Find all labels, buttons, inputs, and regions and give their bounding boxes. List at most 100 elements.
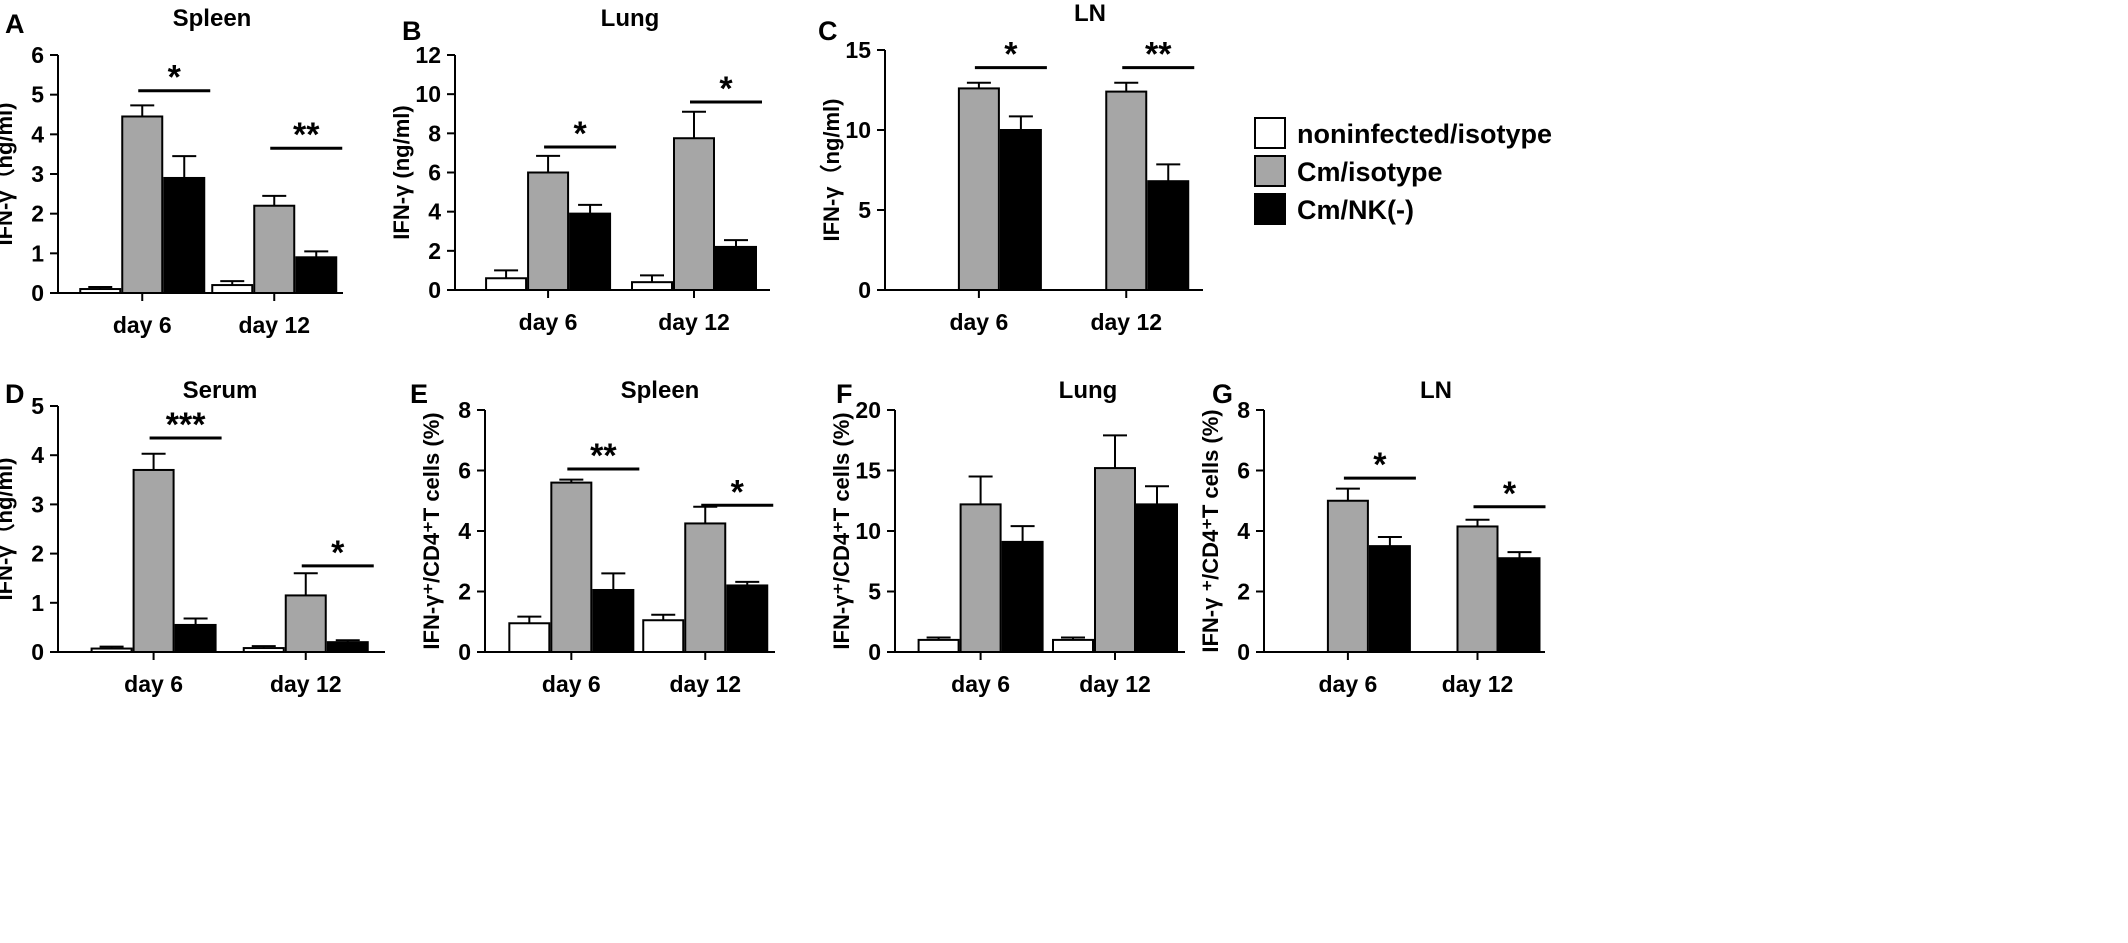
significance-label: * xyxy=(168,59,182,97)
x-tick-label: day 12 xyxy=(238,312,310,338)
bar xyxy=(1105,90,1148,291)
panel-title: Lung xyxy=(601,5,660,32)
significance-label: ** xyxy=(293,116,320,154)
y-tick-label: 0 xyxy=(458,639,471,665)
y-tick-label: 4 xyxy=(31,121,44,147)
bar xyxy=(550,481,593,653)
x-tick-label: day 12 xyxy=(669,671,741,697)
y-tick-label: 20 xyxy=(855,397,881,423)
bar xyxy=(163,176,206,294)
bar xyxy=(957,87,1000,292)
y-tick-label: 1 xyxy=(31,240,44,266)
y-axis-label: IFN-γ⁺/CD4⁺T cells (%) xyxy=(829,412,854,649)
bar xyxy=(592,588,635,653)
bar xyxy=(1052,638,1094,654)
panel-title: Serum xyxy=(183,377,258,404)
panel-title: Spleen xyxy=(173,5,252,32)
significance-label: *** xyxy=(166,406,206,444)
y-tick-label: 5 xyxy=(31,82,44,108)
x-tick-label: day 12 xyxy=(270,671,342,697)
bar xyxy=(508,622,551,654)
y-tick-label: 2 xyxy=(31,201,44,227)
bar xyxy=(999,129,1042,291)
panel-title: Lung xyxy=(1059,377,1118,404)
panel-letter: G xyxy=(1212,379,1233,409)
legend-label: Cm/NK(-) xyxy=(1297,195,1414,225)
y-tick-label: 8 xyxy=(458,397,471,423)
bar xyxy=(1456,525,1499,654)
bar xyxy=(1498,557,1541,653)
panel-title: LN xyxy=(1074,0,1106,27)
bar xyxy=(917,638,960,654)
y-tick-label: 4 xyxy=(458,518,471,544)
y-tick-label: 12 xyxy=(415,42,441,68)
x-tick-label: day 6 xyxy=(124,671,183,697)
bar xyxy=(1001,540,1044,654)
y-tick-label: 6 xyxy=(31,42,44,68)
bar xyxy=(569,212,612,291)
x-tick-label: day 12 xyxy=(1090,309,1162,335)
significance-label: ** xyxy=(590,437,617,475)
y-tick-label: 5 xyxy=(31,393,44,419)
x-tick-label: day 6 xyxy=(519,309,578,335)
y-tick-label: 2 xyxy=(428,238,441,264)
bar xyxy=(284,594,327,653)
y-tick-label: 10 xyxy=(415,81,441,107)
significance-label: * xyxy=(1373,446,1387,484)
significance-label: * xyxy=(731,473,745,511)
x-tick-label: day 6 xyxy=(1318,671,1377,697)
x-tick-label: day 6 xyxy=(542,671,601,697)
x-tick-label: day 6 xyxy=(951,671,1010,697)
y-tick-label: 0 xyxy=(858,277,871,303)
panel-title: Spleen xyxy=(621,377,700,404)
significance-label: ** xyxy=(1145,36,1172,74)
legend-swatch xyxy=(1254,155,1286,187)
x-tick-label: day 6 xyxy=(113,312,172,338)
bar xyxy=(631,281,673,291)
bar xyxy=(326,641,369,653)
y-tick-label: 2 xyxy=(1237,579,1250,605)
bar xyxy=(242,647,285,654)
significance-label: * xyxy=(1503,475,1517,513)
bar xyxy=(527,171,570,291)
panel-e: E Spleen 0 2 4 6 8 IFN-γ⁺/CD4⁺T cells (%) day 6 d… xyxy=(410,377,775,697)
legend-label: Cm/isotype xyxy=(1297,157,1443,187)
y-tick-label: 1 xyxy=(31,590,44,616)
y-tick-label: 0 xyxy=(31,639,44,665)
y-axis-label: IFN-γ（ng/ml) xyxy=(819,99,844,242)
bar xyxy=(1326,499,1369,653)
bar xyxy=(253,204,296,295)
panel-letter: F xyxy=(836,379,853,409)
y-axis-label: IFN-γ (ng/ml) xyxy=(389,105,414,239)
legend-swatch xyxy=(1254,193,1286,225)
panel-letter: D xyxy=(5,379,25,409)
bar xyxy=(174,623,217,654)
legend: noninfected/isotype Cm/isotype Cm/NK(-) xyxy=(1254,117,1552,225)
bar xyxy=(121,115,164,294)
y-axis-label: IFN-γ（ng/ml) xyxy=(0,103,17,246)
panel-b: B Lung 0 2 4 6 8 10 12 IFN-γ (ng/ml) day 6 day 12 * * xyxy=(389,5,770,335)
y-tick-label: 5 xyxy=(858,197,871,223)
significance-label: * xyxy=(1004,36,1018,74)
y-tick-label: 6 xyxy=(428,160,441,186)
y-tick-label: 8 xyxy=(428,120,441,146)
bar xyxy=(295,256,338,294)
y-tick-label: 3 xyxy=(31,161,44,187)
bar xyxy=(684,522,727,653)
bar xyxy=(90,647,133,654)
y-tick-label: 4 xyxy=(428,199,441,225)
bar xyxy=(1094,467,1136,653)
bar xyxy=(959,503,1002,653)
bar xyxy=(132,468,175,653)
y-tick-label: 0 xyxy=(1237,639,1250,665)
bar xyxy=(485,277,528,291)
y-tick-label: 15 xyxy=(845,37,871,63)
y-tick-label: 0 xyxy=(868,639,881,665)
y-axis-label: IFN-γ⁺/CD4⁺T cells (%) xyxy=(419,412,444,649)
y-tick-label: 6 xyxy=(1237,458,1250,484)
